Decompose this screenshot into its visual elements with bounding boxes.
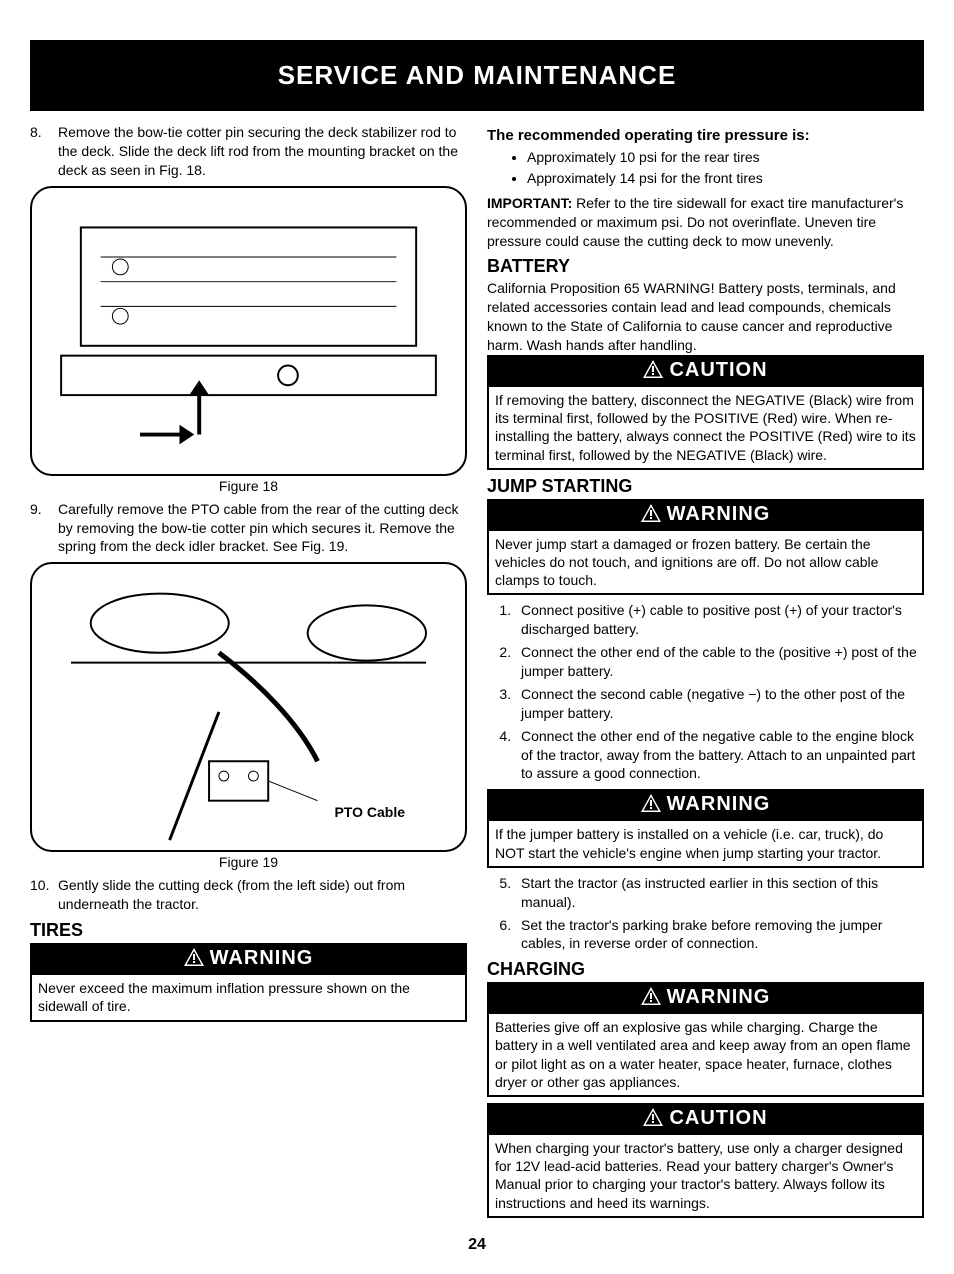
charging-heading: CHARGING: [487, 959, 924, 980]
jump-step-6: Set the tractor's parking brake before r…: [515, 916, 924, 954]
tires-warning-label: WARNING: [210, 947, 314, 969]
charging-caution-label: CAUTION: [669, 1107, 767, 1129]
figure-19: PTO Cable: [30, 562, 467, 852]
jump-warning-2-label: WARNING: [667, 793, 771, 815]
jump-steps-list-1: Connect positive (+) cable to positive p…: [487, 601, 924, 783]
jump-warning-1-box: Never jump start a damaged or frozen bat…: [487, 531, 924, 596]
tire-pressure-heading: The recommended operating tire pressure …: [487, 127, 924, 144]
warning-icon: [641, 794, 661, 812]
jump-step-1: Connect positive (+) cable to positive p…: [515, 601, 924, 639]
content-columns: 8. Remove the bow-tie cotter pin securin…: [30, 123, 924, 1224]
tire-bullet-2: Approximately 14 psi for the front tires: [527, 169, 924, 188]
page-number: 24: [30, 1236, 924, 1254]
jump-step-2: Connect the other end of the cable to th…: [515, 643, 924, 681]
step-9-number: 9.: [30, 500, 58, 557]
figure-18: [30, 186, 467, 476]
warning-icon: [641, 504, 661, 522]
jump-step-5: Start the tractor (as instructed earlier…: [515, 874, 924, 912]
jump-step-4: Connect the other end of the negative ca…: [515, 727, 924, 784]
charging-caution-box: When charging your tractor's battery, us…: [487, 1135, 924, 1218]
tires-heading: TIRES: [30, 920, 467, 941]
jump-warning-2-bar: WARNING: [487, 789, 924, 821]
charging-warning-box: Batteries give off an explosive gas whil…: [487, 1014, 924, 1097]
step-8-text: Remove the bow-tie cotter pin securing t…: [58, 123, 467, 180]
step-8-number: 8.: [30, 123, 58, 180]
charging-warning-label: WARNING: [667, 986, 771, 1008]
important-label: IMPORTANT:: [487, 195, 572, 211]
figure-19-caption: Figure 19: [30, 854, 467, 870]
step-10-text: Gently slide the cutting deck (from the …: [58, 876, 467, 914]
battery-text: California Proposition 65 WARNING! Batte…: [487, 279, 924, 355]
step-10-number: 10.: [30, 876, 58, 914]
warning-icon: [641, 987, 661, 1005]
jump-step-3: Connect the second cable (negative −) to…: [515, 685, 924, 723]
jump-starting-heading: JUMP STARTING: [487, 476, 924, 497]
page-header: SERVICE AND MAINTENANCE: [30, 40, 924, 111]
battery-heading: BATTERY: [487, 256, 924, 277]
right-column: The recommended operating tire pressure …: [487, 123, 924, 1224]
charging-caution-bar: CAUTION: [487, 1103, 924, 1135]
figure-18-illustration: [32, 188, 465, 474]
jump-warning-1-label: WARNING: [667, 503, 771, 525]
step-10: 10. Gently slide the cutting deck (from …: [30, 876, 467, 914]
jump-steps-list-2: Start the tractor (as instructed earlier…: [487, 874, 924, 954]
pto-cable-label: PTO Cable: [334, 804, 405, 820]
jump-warning-2-box: If the jumper battery is installed on a …: [487, 821, 924, 867]
tire-pressure-list: Approximately 10 psi for the rear tires …: [487, 148, 924, 188]
battery-caution-box: If removing the battery, disconnect the …: [487, 387, 924, 470]
step-9-text: Carefully remove the PTO cable from the …: [58, 500, 467, 557]
tires-warning-bar: WARNING: [30, 943, 467, 975]
warning-icon: [643, 360, 663, 378]
left-column: 8. Remove the bow-tie cotter pin securin…: [30, 123, 467, 1224]
jump-warning-1-bar: WARNING: [487, 499, 924, 531]
tire-bullet-1: Approximately 10 psi for the rear tires: [527, 148, 924, 167]
charging-warning-bar: WARNING: [487, 982, 924, 1014]
step-9: 9. Carefully remove the PTO cable from t…: [30, 500, 467, 557]
warning-icon: [643, 1108, 663, 1126]
tires-warning-box: Never exceed the maximum inflation press…: [30, 975, 467, 1021]
figure-18-caption: Figure 18: [30, 478, 467, 494]
step-8: 8. Remove the bow-tie cotter pin securin…: [30, 123, 467, 180]
warning-icon: [184, 948, 204, 966]
battery-caution-bar: CAUTION: [487, 355, 924, 387]
important-paragraph: IMPORTANT: Refer to the tire sidewall fo…: [487, 194, 924, 251]
battery-caution-label: CAUTION: [669, 359, 767, 381]
